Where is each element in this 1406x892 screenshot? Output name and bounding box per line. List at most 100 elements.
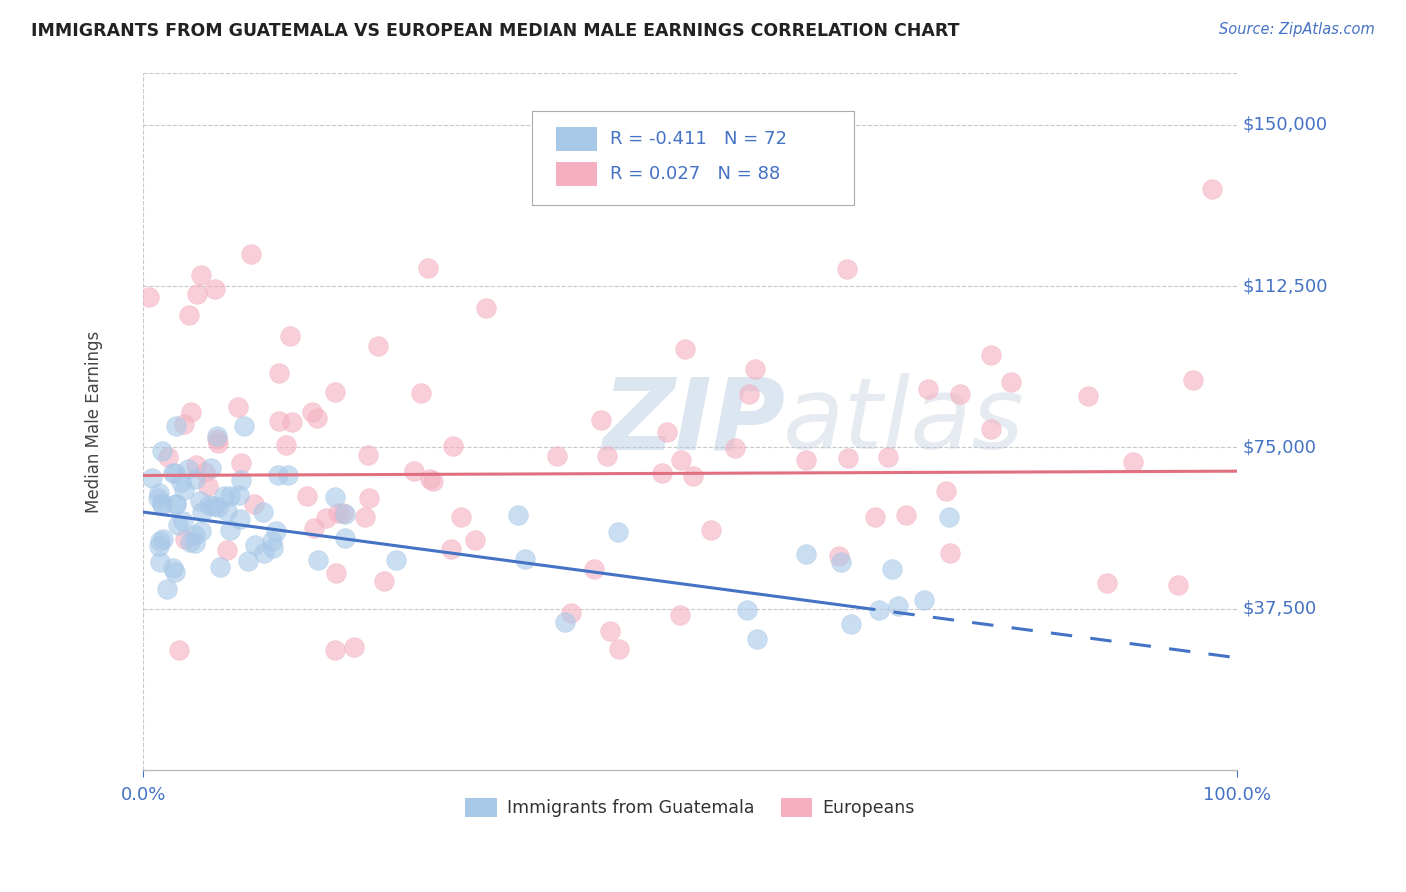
Point [264,524,287,538]
Point [737,386,759,401]
Point [240,247,263,261]
Point [269,414,291,428]
Point [163,565,186,579]
Point [589,413,612,427]
Point [281,416,304,430]
Point [333,507,356,521]
Point [671,453,693,467]
Point [149,555,172,569]
Point [409,386,432,401]
Point [894,508,917,522]
Point [1181,373,1204,387]
Point [280,328,302,343]
Point [607,525,630,540]
Point [228,488,250,502]
Point [385,552,408,566]
Point [184,458,207,472]
Point [163,466,186,480]
Point [669,608,692,623]
Point [876,450,898,464]
Legend: Immigrants from Guatemala, Europeans: Immigrants from Guatemala, Europeans [458,791,921,824]
Point [839,617,862,632]
Point [326,506,349,520]
Point [419,472,441,486]
Point [165,419,187,434]
Point [560,607,582,621]
Point [152,532,174,546]
Point [252,505,274,519]
Point [190,505,212,519]
Point [148,539,170,553]
Point [354,510,377,524]
Point [302,521,325,535]
Point [307,553,329,567]
Point [229,456,252,470]
Point [238,554,260,568]
Point [938,509,960,524]
Point [188,494,211,508]
Point [202,499,225,513]
Point [146,491,169,505]
Point [184,528,207,542]
Point [980,422,1002,436]
Point [169,475,191,489]
Text: IMMIGRANTS FROM GUATEMALA VS EUROPEAN MEDIAN MALE EARNINGS CORRELATION CHART: IMMIGRANTS FROM GUATEMALA VS EUROPEAN ME… [31,22,959,40]
Point [229,473,252,487]
Point [373,574,395,588]
Point [794,452,817,467]
Point [157,450,180,464]
Point [735,602,758,616]
Point [837,451,859,466]
Point [332,506,354,520]
Point [167,517,190,532]
Point [183,472,205,486]
Point [150,444,173,458]
Point [546,450,568,464]
Point [172,514,194,528]
Point [868,603,890,617]
Point [200,460,222,475]
Point [1167,578,1189,592]
Point [138,290,160,304]
Point [301,405,323,419]
Point [440,542,463,557]
Point [277,468,299,483]
Point [167,642,190,657]
Point [515,552,537,566]
Point [162,466,184,480]
Text: $75,000: $75,000 [1243,439,1316,457]
Point [165,497,187,511]
Text: atlas: atlas [783,373,1025,470]
Point [333,531,356,545]
Point [1122,455,1144,469]
Point [912,593,935,607]
Point [150,496,173,510]
Point [315,510,337,524]
Point [209,560,232,574]
Point [980,348,1002,362]
Point [323,642,346,657]
Point [173,417,195,432]
Point [595,449,617,463]
Point [357,448,380,462]
Point [305,411,328,425]
Point [475,301,498,315]
Point [835,262,858,277]
Point [939,545,962,559]
Point [935,483,957,498]
Point [156,582,179,597]
Point [204,282,226,296]
Point [162,561,184,575]
Text: R = -0.411   N = 72: R = -0.411 N = 72 [610,130,787,148]
Point [243,538,266,552]
Point [194,465,217,479]
Point [186,286,208,301]
Point [177,461,200,475]
Point [141,471,163,485]
Point [219,489,242,503]
Point [323,384,346,399]
Point [269,367,291,381]
Point [506,508,529,522]
Point [190,268,212,283]
Point [554,615,576,629]
